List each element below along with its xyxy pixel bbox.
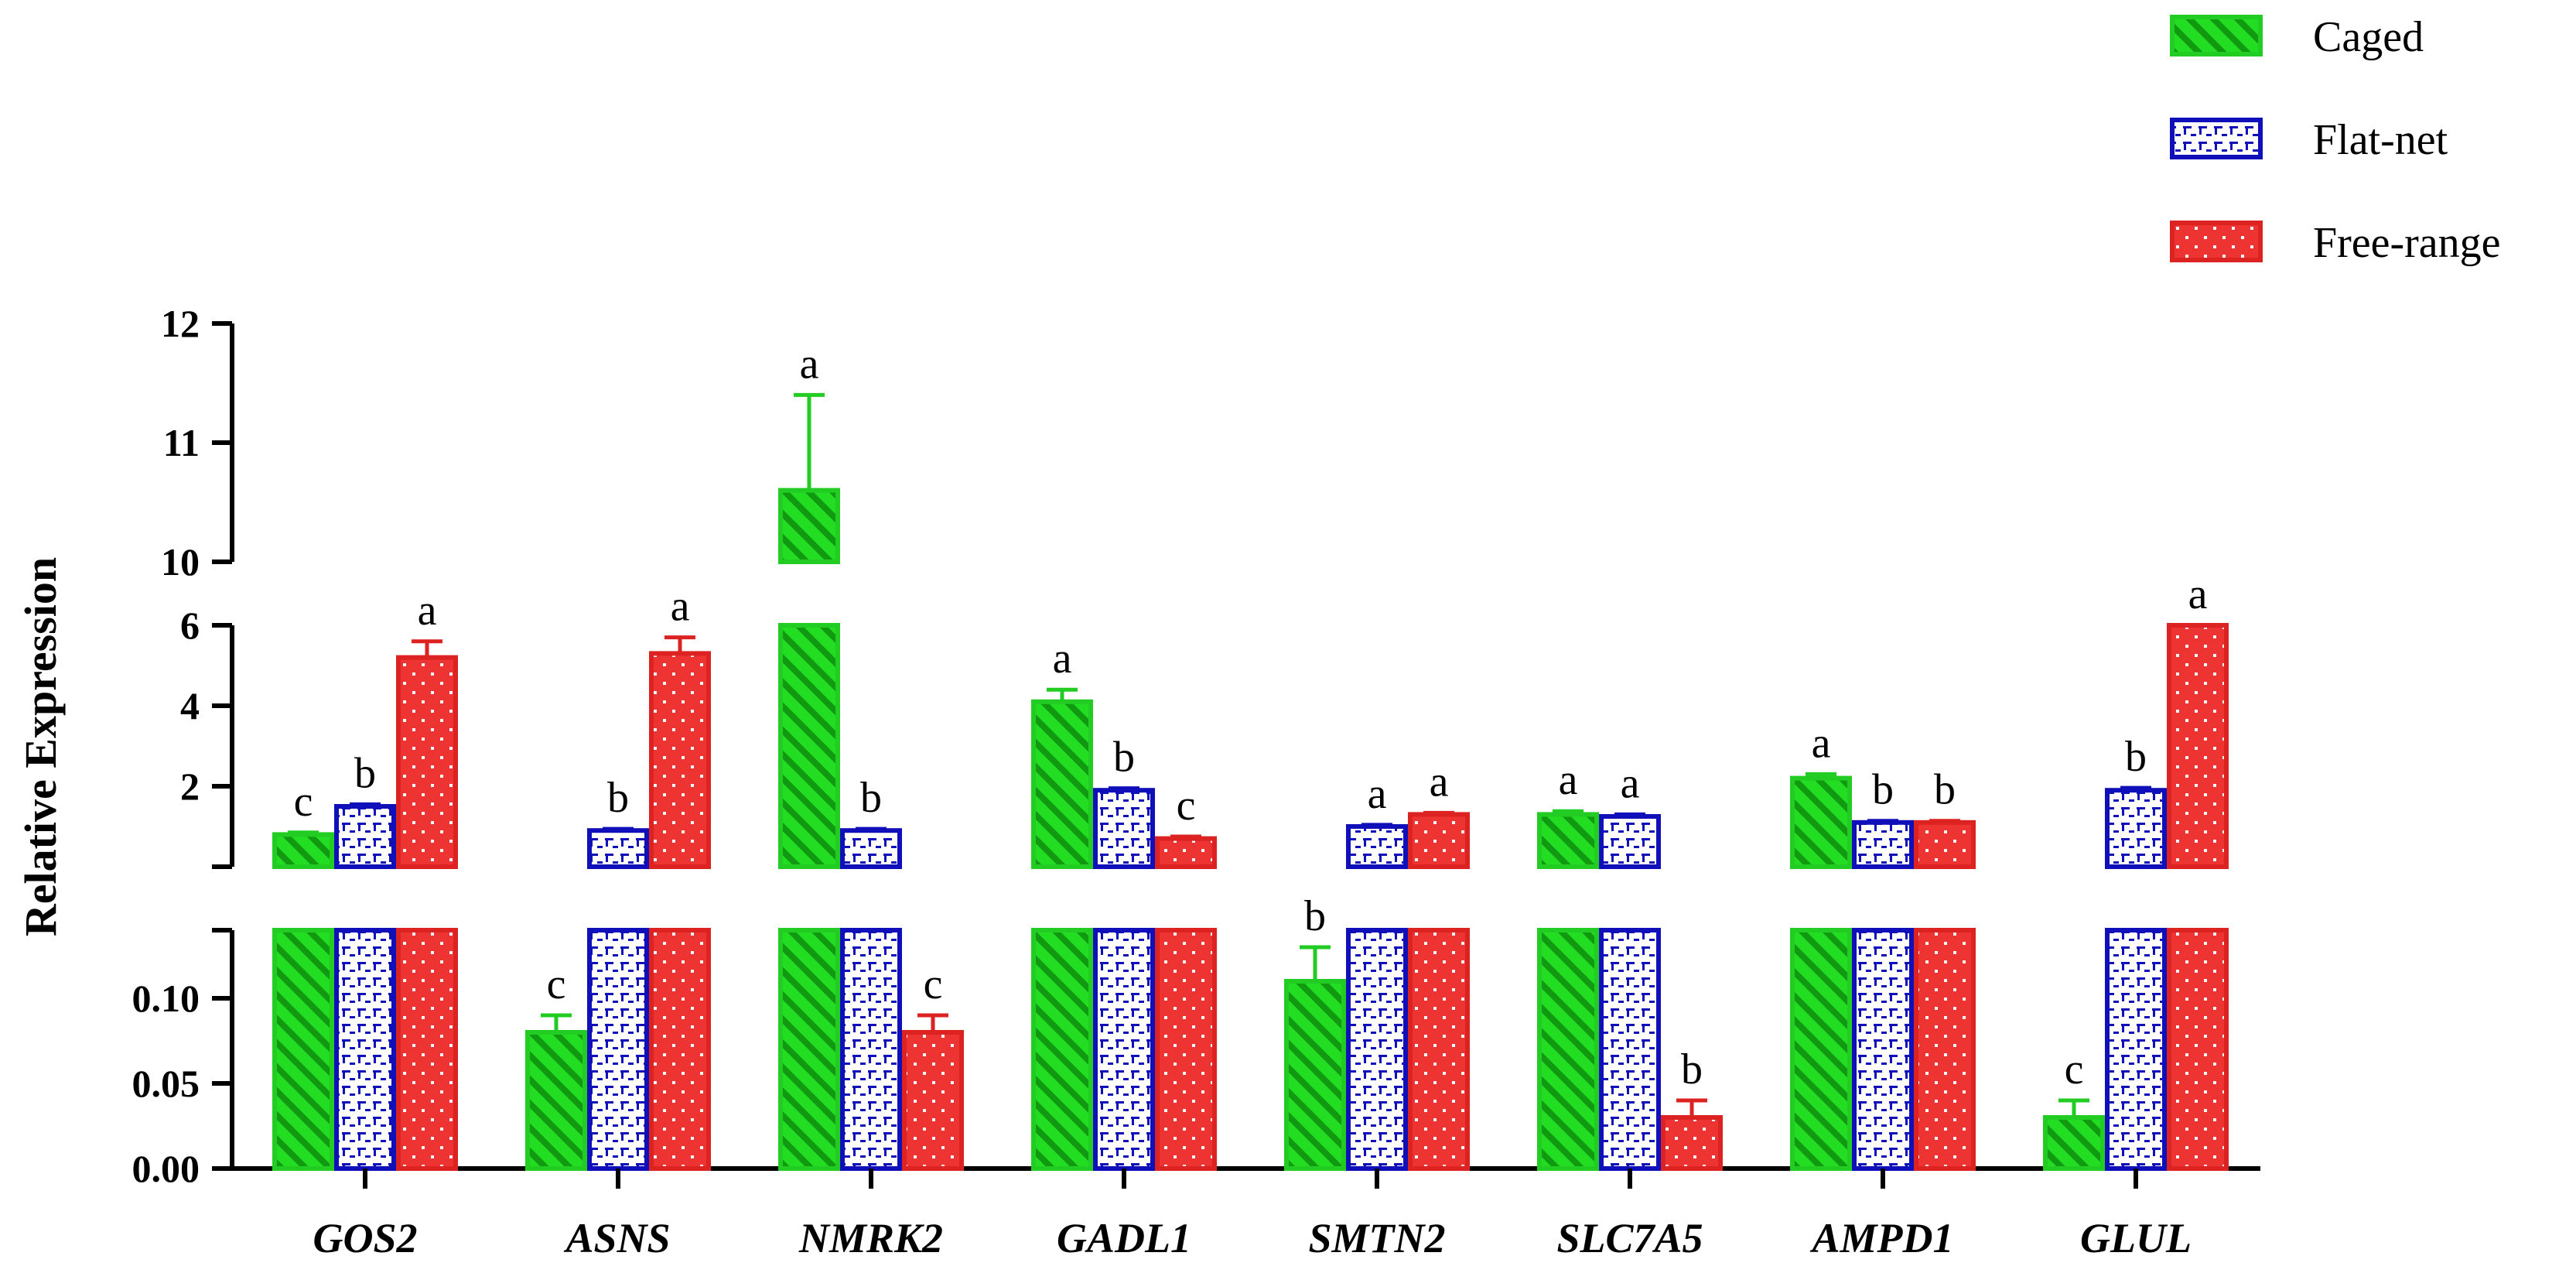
bar <box>902 1030 964 1171</box>
x-tick-label: GADL1 <box>1057 1215 1191 1261</box>
significance-label: b <box>860 774 882 822</box>
bar <box>1346 928 1408 1171</box>
significance-label: b <box>1304 892 1326 940</box>
bar <box>587 828 649 869</box>
bar <box>1155 836 1217 869</box>
y-tick-label: 0.10 <box>132 977 200 1020</box>
y-tick-label: 11 <box>163 421 200 464</box>
bar <box>2167 623 2229 869</box>
bar <box>1852 820 1914 870</box>
bar <box>2043 1115 2105 1171</box>
significance-label: b <box>354 749 376 797</box>
significance-label: b <box>1113 734 1135 782</box>
significance-label: b <box>1934 766 1956 814</box>
bar <box>778 488 840 564</box>
bar <box>1155 928 1217 1171</box>
bar <box>649 651 711 870</box>
bar <box>2105 928 2167 1171</box>
significance-label: b <box>2125 733 2147 781</box>
bar <box>1790 928 1852 1171</box>
bar <box>334 804 396 869</box>
bar <box>778 623 840 869</box>
bar <box>396 928 458 1171</box>
bar <box>1852 928 1914 1171</box>
y-tick-label: 2 <box>180 765 200 808</box>
bar <box>1599 814 1661 869</box>
bar <box>1537 928 1599 1171</box>
bar <box>1093 788 1155 870</box>
legend: Caged Flat-net Free-range <box>2170 13 2501 267</box>
bar <box>1031 699 1093 869</box>
x-tick-label: GLUL <box>2080 1215 2192 1261</box>
bar <box>2167 928 2229 1171</box>
significance-label: a <box>1430 758 1449 806</box>
significance-label: c <box>547 960 566 1008</box>
significance-label: a <box>2188 570 2208 618</box>
bar <box>2105 788 2167 870</box>
y-axis-title: Relative Expression <box>15 557 66 936</box>
bar <box>840 828 902 869</box>
legend-label: Caged <box>2313 13 2424 61</box>
bar <box>1914 928 1976 1171</box>
x-tick-label: ASNS <box>563 1215 670 1261</box>
significance-label: b <box>607 774 629 822</box>
bar <box>1408 928 1470 1171</box>
legend-swatch <box>2170 15 2263 56</box>
y-tick-label: 0.00 <box>132 1147 200 1190</box>
bar <box>272 928 334 1171</box>
bar <box>1093 928 1155 1171</box>
bar <box>1537 812 1599 870</box>
bar <box>334 928 396 1171</box>
significance-label: b <box>1681 1045 1703 1093</box>
significance-label: a <box>671 583 690 631</box>
legend-swatch <box>2170 118 2263 159</box>
significance-label: a <box>1559 756 1578 804</box>
significance-label: a <box>1812 719 1831 767</box>
x-tick-label: NMRK2 <box>798 1215 943 1261</box>
significance-label: c <box>1177 782 1196 830</box>
significance-label: a <box>1368 770 1387 818</box>
bar <box>1031 928 1093 1171</box>
significance-label: c <box>2065 1045 2084 1093</box>
bar <box>272 832 334 870</box>
bar <box>396 655 458 869</box>
y-tick-label: 12 <box>161 302 200 345</box>
significance-label: b <box>1872 766 1894 814</box>
y-tick-label: 6 <box>180 604 200 647</box>
significance-label: c <box>294 778 313 826</box>
bar <box>1408 812 1470 870</box>
x-tick-label: GOS2 <box>313 1215 417 1261</box>
significance-label: c <box>924 960 943 1008</box>
bar <box>1661 1115 1723 1171</box>
significance-label: a <box>418 587 437 635</box>
bar <box>587 928 649 1171</box>
bar <box>840 928 902 1171</box>
x-tick-label: SMTN2 <box>1308 1215 1445 1261</box>
bar <box>778 928 840 1171</box>
bar <box>649 928 711 1171</box>
legend-swatch <box>2170 221 2263 262</box>
y-tick-label: 10 <box>161 540 200 583</box>
y-tick-label: 0.05 <box>132 1062 200 1105</box>
legend-label: Free-range <box>2313 219 2501 267</box>
x-tick-label: AMPD1 <box>1809 1215 1953 1261</box>
legend-label: Flat-net <box>2313 116 2448 164</box>
significance-label: a <box>1621 759 1640 807</box>
y-tick-label: 4 <box>180 684 200 727</box>
bar <box>1790 775 1852 869</box>
x-axis-labels: GOS2 ASNS NMRK2 GADL1 SMTN2 SLC7A5 AMPD1 GLUL <box>313 1169 2192 1261</box>
significance-label: a <box>800 340 819 388</box>
bar <box>1599 928 1661 1171</box>
bar <box>1346 824 1408 869</box>
bar <box>525 1030 587 1171</box>
bar <box>1914 820 1976 870</box>
x-tick-label: SLC7A5 <box>1556 1215 1703 1261</box>
bar <box>1284 979 1346 1171</box>
significance-label: a <box>1053 635 1072 683</box>
